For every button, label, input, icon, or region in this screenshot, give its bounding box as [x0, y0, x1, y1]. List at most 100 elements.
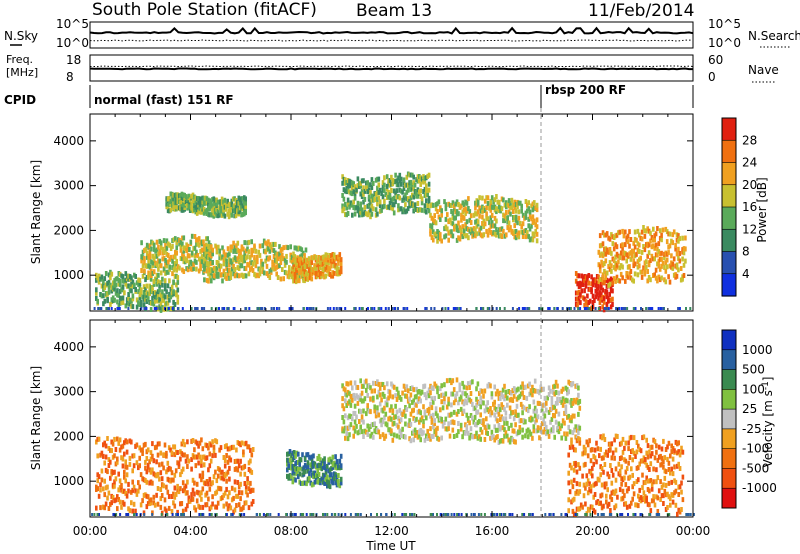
echo-cell	[460, 231, 463, 237]
echo-cell	[285, 513, 288, 516]
echo-cell	[302, 272, 305, 278]
echo-cell	[214, 504, 217, 510]
echo-cell	[352, 189, 355, 195]
echo-cell	[408, 172, 411, 178]
echo-cell	[689, 513, 692, 516]
echo-cell	[472, 406, 476, 412]
echo-cell	[104, 282, 108, 288]
echo-cell	[211, 268, 214, 274]
echo-cell	[416, 409, 420, 415]
echo-cell	[230, 266, 234, 272]
echo-cell	[615, 274, 619, 280]
echo-cell	[503, 427, 506, 433]
echo-cell	[475, 422, 478, 428]
echo-cell	[156, 501, 160, 507]
echo-cell	[102, 301, 105, 307]
echo-cell	[148, 459, 151, 465]
echo-cell	[590, 305, 593, 311]
echo-cell	[317, 263, 321, 269]
echo-cell	[432, 513, 434, 516]
echo-cell	[575, 469, 579, 475]
echo-cell	[384, 433, 388, 439]
echo-cell	[346, 381, 350, 387]
echo-cell	[662, 464, 665, 470]
echo-cell	[337, 478, 340, 484]
echo-cell	[625, 488, 629, 494]
echo-cell	[603, 246, 606, 252]
echo-cell	[574, 290, 578, 296]
echo-cell	[297, 245, 301, 251]
echo-cell	[506, 202, 509, 208]
echo-cell	[173, 206, 177, 212]
echo-cell	[314, 254, 318, 260]
echo-cell	[303, 468, 307, 474]
echo-cell	[476, 420, 480, 426]
echo-cell	[161, 305, 164, 311]
echo-cell	[218, 251, 221, 257]
echo-cell	[673, 464, 676, 470]
echo-cell	[167, 445, 171, 451]
echo-cell	[617, 278, 620, 283]
echo-cell	[197, 452, 200, 458]
echo-cell	[624, 251, 627, 256]
echo-cell	[455, 209, 459, 215]
echo-cell	[181, 256, 184, 262]
echo-cell	[574, 434, 577, 440]
echo-cell	[305, 271, 308, 277]
echo-cell	[351, 202, 354, 208]
echo-cell	[295, 267, 298, 273]
echo-cell	[514, 217, 518, 223]
echo-cell	[172, 261, 176, 267]
echo-cell	[358, 307, 361, 310]
echo-cell	[144, 287, 147, 293]
echo-cell	[669, 470, 672, 476]
echo-cell	[430, 215, 434, 221]
echo-cell	[298, 457, 301, 463]
echo-cell	[366, 423, 369, 429]
echo-cell	[135, 460, 139, 466]
echo-cell	[233, 196, 236, 202]
echo-cell	[123, 440, 126, 446]
echo-cell	[450, 402, 453, 408]
echo-cell	[422, 384, 425, 390]
echo-cell	[649, 453, 653, 459]
echo-cell	[268, 268, 272, 274]
echo-cell	[195, 207, 199, 213]
echo-cell	[298, 265, 301, 271]
echo-cell	[242, 254, 245, 260]
echo-cell	[638, 263, 641, 269]
echo-cell	[179, 205, 182, 211]
echo-cell	[154, 290, 157, 296]
echo-cell	[307, 267, 311, 273]
echo-cell	[345, 425, 348, 431]
echo-cell	[639, 495, 643, 501]
echo-cell	[401, 197, 404, 203]
echo-cell	[283, 269, 287, 275]
echo-cell	[552, 405, 555, 410]
echo-cell	[335, 465, 339, 471]
echo-cell	[509, 211, 512, 217]
echo-cell	[173, 503, 177, 509]
echo-cell	[342, 206, 346, 212]
echo-cell	[176, 487, 179, 493]
echo-cell	[670, 253, 673, 259]
echo-cell	[166, 513, 169, 516]
echo-cell	[540, 386, 544, 392]
echo-cell	[531, 220, 535, 225]
echo-cell	[600, 285, 603, 290]
echo-cell	[607, 283, 610, 288]
echo-cell	[317, 472, 321, 477]
echo-cell	[175, 273, 178, 279]
echo-cell	[191, 487, 195, 493]
echo-cell	[628, 243, 631, 249]
nave-tick-low: 0	[708, 70, 716, 84]
echo-cell	[493, 399, 496, 405]
echo-cell	[312, 307, 315, 310]
echo-cell	[503, 202, 507, 208]
echo-cell	[138, 292, 142, 298]
echo-cell	[120, 287, 123, 293]
echo-cell	[177, 513, 179, 516]
echo-cell	[235, 243, 238, 249]
echo-cell	[143, 513, 146, 516]
echo-cell	[199, 261, 202, 267]
